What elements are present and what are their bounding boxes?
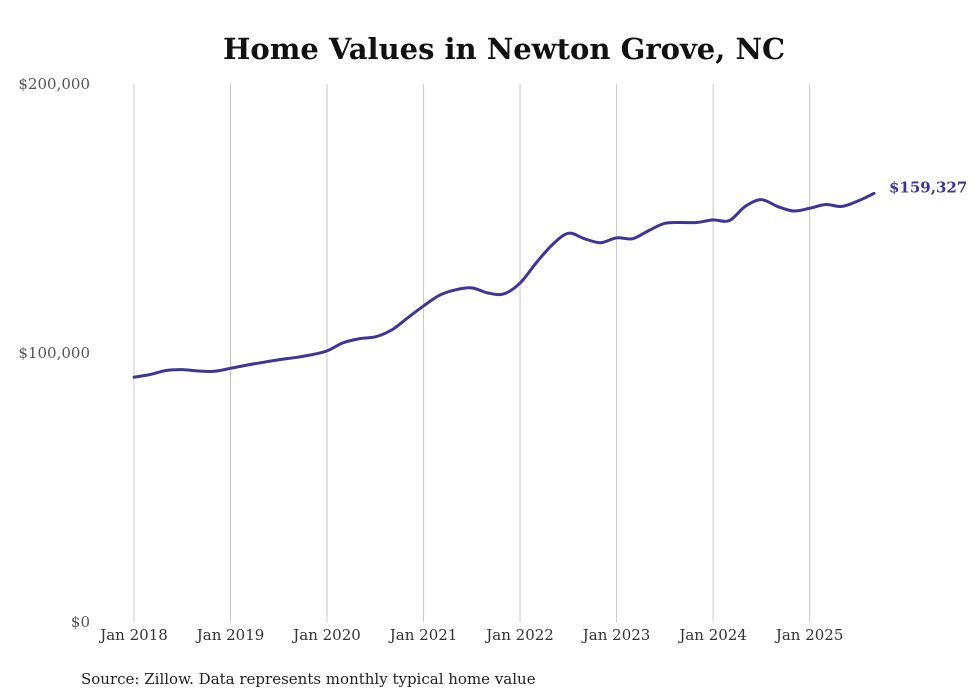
x-tick-label: Jan 2023	[581, 626, 651, 644]
y-tick-label: $100,000	[18, 344, 90, 362]
x-axis-ticks: Jan 2018 Jan 2019 Jan 2020 Jan 2021 Jan 2022…	[98, 626, 843, 644]
x-tick-label: Jan 2025	[774, 626, 844, 644]
source-note: Source: Zillow. Data represents monthly …	[81, 670, 536, 688]
gridlines	[133, 84, 811, 622]
series-layer	[132, 191, 876, 379]
x-tick-label: Jan 2020	[291, 626, 361, 644]
x-tick-label: Jan 2018	[98, 626, 168, 644]
series-line-0	[132, 191, 876, 379]
x-tick-label: Jan 2022	[484, 626, 554, 644]
x-tick-label: Jan 2019	[195, 626, 265, 644]
y-tick-label: $0	[71, 613, 90, 631]
end-value-label: $159,327	[889, 178, 967, 196]
chart-title: Home Values in Newton Grove, NC	[223, 32, 785, 66]
y-tick-label: $200,000	[18, 75, 90, 93]
x-tick-label: Jan 2021	[388, 626, 458, 644]
y-axis-ticks: $0 $100,000 $200,000	[18, 75, 90, 631]
x-tick-label: Jan 2024	[677, 626, 747, 644]
